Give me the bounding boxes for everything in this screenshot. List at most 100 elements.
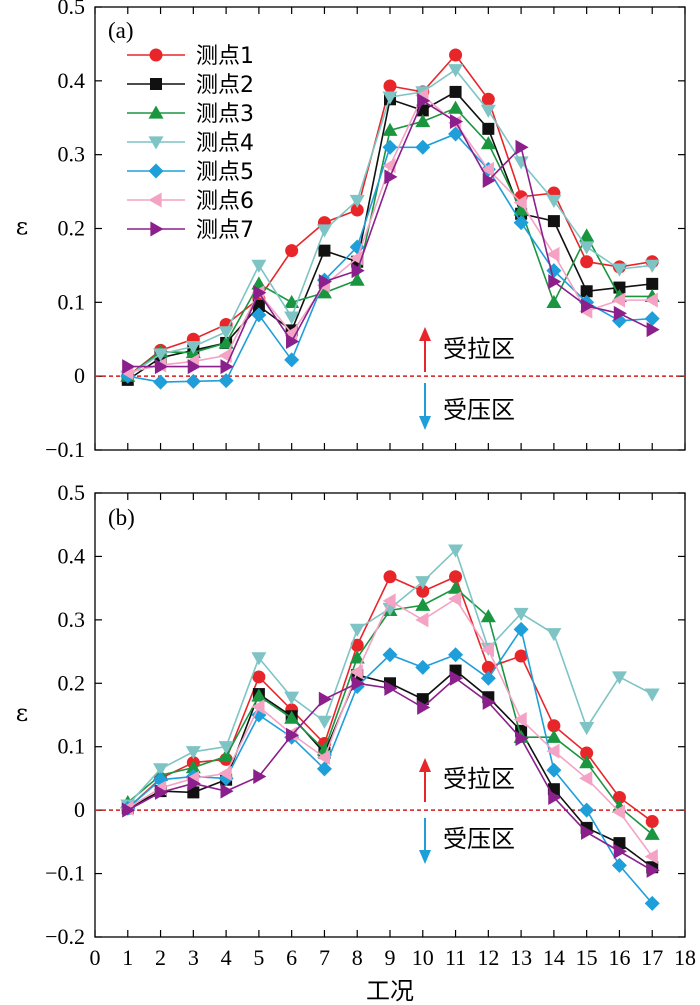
data-point [482,122,495,135]
chart-panel-a: −0.100.10.20.30.40.5ε(a)受拉区受压区测点1测点2测点3测… [16,0,686,462]
x-tick-label: 5 [253,945,264,970]
legend-marker [149,48,163,62]
data-point [252,300,265,313]
y-tick-label: −0.2 [45,924,85,949]
data-point [416,584,430,598]
data-point [252,670,266,684]
data-point [349,650,365,664]
x-tick-label: 6 [286,945,297,970]
series-7 [122,670,660,878]
data-point [611,671,627,685]
series-line [127,669,653,868]
legend-marker [148,105,164,119]
y-tick-label: 0.2 [58,216,86,241]
legend: 测点1 测点2 测点3 测点4 测点5 测点6 测点7 [127,44,254,243]
legend-label: 测点4 [196,131,254,156]
data-point [449,113,464,129]
x-tick-label: 11 [445,945,466,970]
y-tick-label: 0.3 [58,607,86,632]
data-point [480,670,496,686]
data-point [448,126,464,142]
y-tick-label: 0.3 [58,142,86,167]
legend-marker [150,221,164,237]
data-point [644,311,660,327]
data-point [350,203,364,217]
data-point [220,359,234,375]
data-point [218,373,234,389]
data-point [253,285,267,301]
data-point [316,749,331,765]
x-tick-label: 1 [122,945,133,970]
data-point [318,691,332,707]
x-tick-label: 8 [352,945,363,970]
x-tick-label: 13 [510,945,532,970]
data-point [384,680,398,696]
x-tick-label: 16 [608,945,630,970]
data-point [316,761,332,777]
data-point [449,570,463,584]
data-point [449,48,463,62]
data-point [350,638,364,652]
series-4 [120,64,660,384]
data-point [286,727,300,743]
y-tick-label: 0 [74,363,85,388]
data-point [481,92,495,106]
x-tick-label: 2 [155,945,166,970]
data-point [480,136,496,150]
x-tick-label: 12 [477,945,499,970]
data-point [218,765,232,781]
data-point [349,623,365,637]
data-point [644,826,660,840]
data-point [251,699,265,715]
legend-marker [148,163,164,179]
data-point [284,294,300,308]
data-point [449,670,464,686]
data-point [548,274,562,290]
data-point [284,311,300,325]
data-point [349,664,363,680]
compression-arrow-icon [419,850,431,864]
data-point [644,259,660,273]
series-line [127,627,653,904]
y-tick-label: 0 [74,797,85,822]
data-point [218,347,232,363]
data-point [122,359,136,375]
data-point [448,591,462,607]
data-point [513,607,529,622]
data-point [513,202,529,216]
data-point [251,259,267,273]
data-point [218,741,234,755]
series-5 [120,621,660,911]
data-point [153,763,169,777]
data-point [548,789,562,805]
data-point [316,715,332,729]
data-point [220,783,234,799]
data-point [612,790,626,804]
data-point [644,895,660,911]
compression-arrow-icon [419,416,431,430]
data-point [251,652,267,666]
data-point [515,139,529,155]
y-tick-label: −0.1 [45,861,85,886]
data-point [579,241,595,255]
data-point [415,113,431,128]
x-tick-label: 10 [412,945,434,970]
data-point [415,659,431,675]
x-tick-label: 7 [319,945,330,970]
data-point [448,580,464,594]
data-point [122,802,136,818]
y-axis-title: ε [16,213,28,241]
data-point [185,760,201,774]
series-2 [121,664,659,874]
data-point [187,359,201,375]
data-point [482,694,496,710]
data-point [546,246,560,262]
compression-zone-label: 受压区 [443,396,515,424]
series-7 [122,93,660,375]
data-point [284,710,300,724]
data-point [546,743,560,759]
data-point [415,576,431,590]
x-tick-label: 3 [188,945,199,970]
data-point [645,815,659,829]
compression-zone-label: 受压区 [443,825,515,853]
